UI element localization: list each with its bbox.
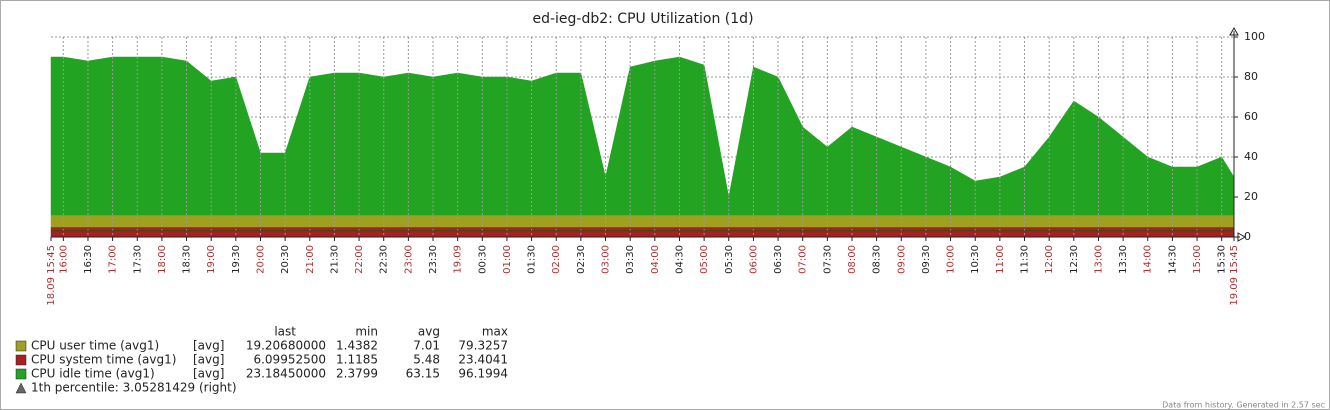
x-tick-label: 19.09 xyxy=(453,245,464,274)
legend-stat: 79.3257 xyxy=(458,339,508,353)
legend-stat: 19.20680000 xyxy=(246,339,326,353)
x-tick-label: 04:30 xyxy=(674,245,685,274)
x-tick-label: 15:30 xyxy=(1217,245,1228,274)
x-tick-label: 14:00 xyxy=(1143,245,1154,274)
x-tick-label: 06:00 xyxy=(748,245,759,274)
x-tick-label: 13:30 xyxy=(1118,245,1129,274)
x-tick-label: 03:00 xyxy=(601,245,612,274)
percentile-icon xyxy=(15,382,27,394)
x-tick-label: 22:00 xyxy=(354,245,365,274)
legend-stat: 96.1994 xyxy=(458,367,508,381)
legend-header: max xyxy=(482,325,508,339)
x-tick-label: 11:00 xyxy=(995,245,1006,274)
x-tick-label: 17:30 xyxy=(132,245,143,274)
x-tick-label: 07:30 xyxy=(822,245,833,274)
y-tick-label: 80 xyxy=(1244,70,1258,83)
y-tick-label: 60 xyxy=(1244,110,1258,123)
legend-stat: 1.4382 xyxy=(336,339,378,353)
y-arrow xyxy=(1229,26,1239,36)
x-tick-label: 08:00 xyxy=(847,245,858,274)
legend-func: [avg] xyxy=(193,339,224,353)
x-tick-label: 04:00 xyxy=(650,245,661,274)
legend-stat: 23.18450000 xyxy=(246,367,326,381)
x-tick-label: 12:00 xyxy=(1044,245,1055,274)
y-tick-label: 20 xyxy=(1244,190,1258,203)
x-tick-label: 01:30 xyxy=(527,245,538,274)
x-tick-label: 19.09 15:45 xyxy=(1229,245,1240,306)
x-tick-label: 23:30 xyxy=(428,245,439,274)
x-tick-label: 06:30 xyxy=(773,245,784,274)
y-tick-label: 40 xyxy=(1244,150,1258,163)
y-tick-label: 100 xyxy=(1244,30,1265,43)
legend-name: CPU system time (avg1) xyxy=(31,353,176,367)
legend-stat: 23.4041 xyxy=(458,353,508,367)
legend-func: [avg] xyxy=(193,353,224,367)
percentile-label: 1th percentile: 3.05281429 (right) xyxy=(31,381,237,395)
legend-name: CPU idle time (avg1) xyxy=(31,367,155,381)
x-tick-label: 18:30 xyxy=(182,245,193,274)
legend-stat: 5.48 xyxy=(413,353,440,367)
x-tick-label: 10:00 xyxy=(946,245,957,274)
x-tick-label: 01:00 xyxy=(502,245,513,274)
x-tick-label: 02:00 xyxy=(551,245,562,274)
x-tick-label: 11:30 xyxy=(1020,245,1031,274)
x-tick-label: 09:00 xyxy=(896,245,907,274)
area xyxy=(50,214,1235,228)
legend-stat: 7.01 xyxy=(413,339,440,353)
legend-stat: 6.09952500 xyxy=(253,353,326,367)
x-tick-label: 18:00 xyxy=(157,245,168,274)
x-tick-label: 21:00 xyxy=(305,245,316,274)
x-tick-label: 20:00 xyxy=(255,245,266,274)
x-tick-label: 22:30 xyxy=(379,245,390,274)
area xyxy=(50,226,1235,238)
legend-stat: 1.1185 xyxy=(336,353,378,367)
x-tick-label: 13:00 xyxy=(1093,245,1104,274)
x-tick-label: 16:00 xyxy=(58,245,69,274)
legend-swatch xyxy=(15,354,27,366)
x-tick-label: 05:00 xyxy=(699,245,710,274)
x-tick-label: 19:30 xyxy=(231,245,242,274)
x-tick-label: 09:30 xyxy=(921,245,932,274)
x-tick-label: 23:00 xyxy=(403,245,414,274)
x-tick-label: 21:30 xyxy=(329,245,340,274)
x-tick-label: 03:30 xyxy=(625,245,636,274)
legend-header: min xyxy=(355,325,378,339)
x-tick-label: 02:30 xyxy=(576,245,587,274)
x-tick-label: 10:30 xyxy=(970,245,981,274)
legend-swatch xyxy=(15,368,27,380)
y-tick-label: 0 xyxy=(1244,230,1251,243)
x-tick-label: 15:00 xyxy=(1192,245,1203,274)
x-tick-label: 18.09 15:45 xyxy=(46,245,57,306)
x-tick-label: 07:00 xyxy=(798,245,809,274)
x-tick-label: 17:00 xyxy=(108,245,119,274)
legend-swatch xyxy=(15,340,27,352)
footer: Data from history. Generated in 2.57 sec xyxy=(1162,401,1325,410)
legend-func: [avg] xyxy=(193,367,224,381)
x-tick-label: 12:30 xyxy=(1069,245,1080,274)
legend-header: last xyxy=(274,325,296,339)
x-tick-label: 08:30 xyxy=(872,245,883,274)
x-tick-label: 19:00 xyxy=(206,245,217,274)
x-tick-label: 16:30 xyxy=(83,245,94,274)
x-tick-label: 05:30 xyxy=(724,245,735,274)
legend-header: avg xyxy=(418,325,440,339)
legend-stat: 63.15 xyxy=(406,367,440,381)
x-tick-label: 14:30 xyxy=(1167,245,1178,274)
plot xyxy=(50,36,1235,238)
x-tick-label: 20:30 xyxy=(280,245,291,274)
x-tick-label: 00:30 xyxy=(477,245,488,274)
legend-name: CPU user time (avg1) xyxy=(31,339,159,353)
chart-title: ed-ieg-db2: CPU Utilization (1d) xyxy=(532,11,753,27)
legend-stat: 2.3799 xyxy=(336,367,378,381)
